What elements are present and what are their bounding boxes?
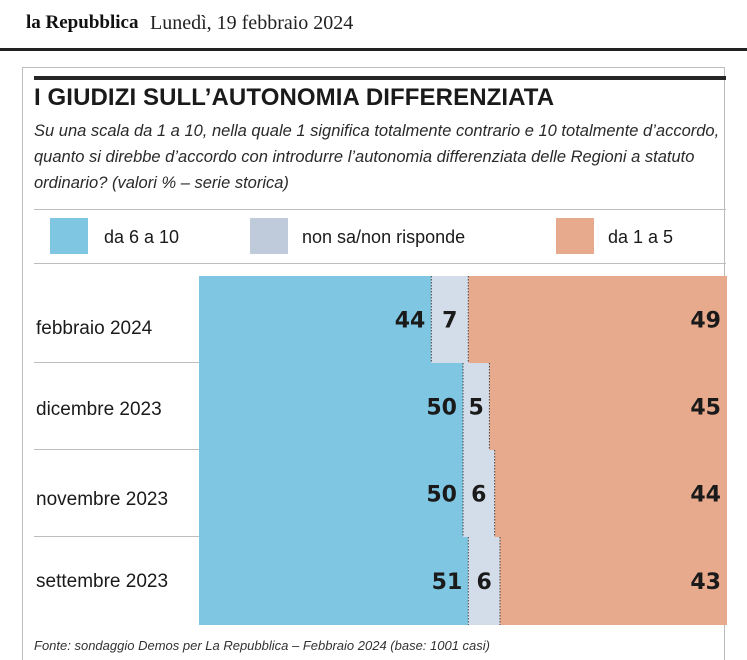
- chart-title: I GIUDIZI SULL’AUTONOMIA DIFFERENZIATA: [34, 84, 555, 111]
- legend-top-rule: [34, 209, 726, 210]
- bar-favorable: [199, 450, 463, 537]
- bar-favorable: [199, 276, 432, 363]
- value-label-no-answer: 6: [471, 483, 486, 508]
- legend-swatch-favorable: [50, 218, 88, 254]
- row-label: febbraio 2024: [36, 318, 153, 339]
- newspaper-logo: la Repubblica: [26, 12, 139, 33]
- bar-no-answer: [431, 276, 469, 363]
- row-label: novembre 2023: [36, 489, 169, 510]
- value-label-favorable: 50: [426, 483, 457, 508]
- bar-favorable: [199, 537, 469, 625]
- legend-swatch-no-answer: [250, 218, 288, 254]
- source-note: Fonte: sondaggio Demos per La Repubblica…: [34, 638, 491, 653]
- value-label-no-answer: 5: [469, 396, 484, 421]
- legend-label-unfavorable: da 1 a 5: [608, 227, 674, 247]
- value-label-unfavorable: 49: [690, 309, 721, 334]
- legend-item-unfavorable: da 1 a 5: [556, 218, 716, 254]
- legend-label-favorable: da 6 a 10: [104, 227, 180, 247]
- title-rule: [34, 76, 726, 80]
- row-label: dicembre 2023: [36, 399, 162, 420]
- bar-no-answer: [463, 450, 495, 537]
- publication-date: Lunedì, 19 febbraio 2024: [150, 12, 354, 34]
- legend-item-no-answer: non sa/non risponde: [250, 218, 520, 254]
- chart-question: Su una scala da 1 a 10, nella quale 1 si…: [34, 122, 720, 192]
- value-label-unfavorable: 44: [690, 483, 721, 508]
- legend-label-no-answer: non sa/non risponde: [302, 227, 466, 247]
- bar-unfavorable: [494, 450, 727, 537]
- value-label-unfavorable: 45: [690, 396, 721, 421]
- value-label-favorable: 50: [426, 396, 457, 421]
- legend-item-favorable: da 6 a 10: [50, 218, 220, 254]
- bar-favorable: [199, 363, 463, 450]
- value-label-no-answer: 7: [442, 309, 457, 334]
- bar-no-answer: [463, 363, 490, 450]
- bar-no-answer: [468, 537, 500, 625]
- value-label-unfavorable: 43: [690, 570, 721, 595]
- bar-unfavorable: [489, 363, 727, 450]
- value-label-favorable: 44: [395, 309, 426, 334]
- row-label: settembre 2023: [36, 571, 169, 592]
- legend-swatch-unfavorable: [556, 218, 594, 254]
- bar-unfavorable: [499, 537, 727, 625]
- legend-bottom-rule: [34, 263, 726, 264]
- masthead: la Repubblica Lunedì, 19 febbraio 2024: [0, 0, 747, 51]
- value-label-favorable: 51: [432, 570, 463, 595]
- bar-unfavorable: [468, 276, 727, 363]
- value-label-no-answer: 6: [476, 570, 491, 595]
